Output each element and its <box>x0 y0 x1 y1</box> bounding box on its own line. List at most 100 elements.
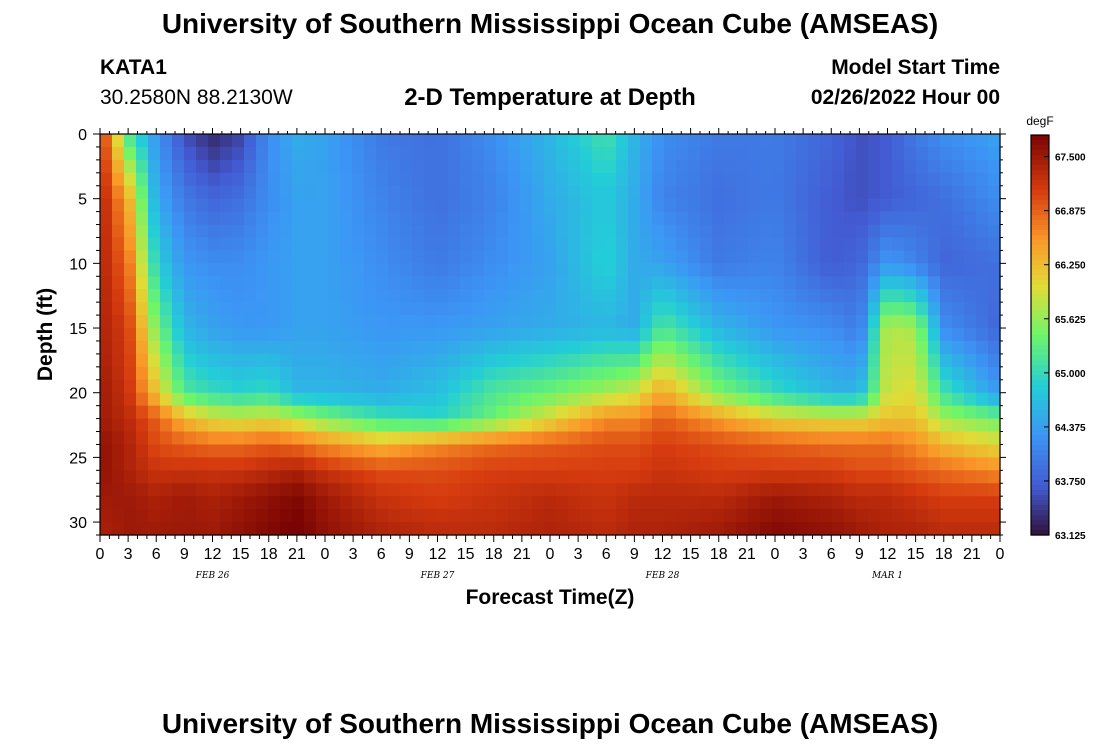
heatmap-cell <box>508 263 521 277</box>
heatmap-cell <box>388 392 401 407</box>
x-axis-title: Forecast Time(Z) <box>466 586 635 609</box>
heatmap-cell <box>172 159 185 174</box>
heatmap-cell <box>436 302 449 316</box>
heatmap-cell <box>952 159 965 174</box>
heatmap-cell <box>184 366 197 381</box>
heatmap-cell <box>256 444 269 458</box>
heatmap-cell <box>784 444 797 458</box>
heatmap-cell <box>520 276 533 290</box>
colorbar-tick-label: 63.125 <box>1055 531 1086 542</box>
heatmap-cell <box>580 496 593 510</box>
heatmap-cell <box>844 302 857 316</box>
heatmap-cell <box>616 172 629 187</box>
heatmap-cell <box>172 470 185 484</box>
heatmap-cell <box>316 159 329 174</box>
heatmap-cell <box>808 328 821 342</box>
heatmap-cell <box>484 211 497 226</box>
colorbar-segment <box>1031 480 1049 486</box>
x-tick-label: 9 <box>855 546 864 563</box>
heatmap-cell <box>532 159 545 174</box>
heatmap-cell <box>256 198 269 213</box>
heatmap-cell <box>472 185 485 200</box>
heatmap-cell <box>472 159 485 174</box>
heatmap-cell <box>376 172 389 187</box>
heatmap-cell <box>628 483 641 497</box>
heatmap-cell <box>496 289 509 303</box>
heatmap-cell <box>628 353 641 368</box>
heatmap-cell <box>100 509 113 523</box>
heatmap-cell <box>652 315 665 329</box>
heatmap-cell <box>820 379 833 394</box>
heatmap-cell <box>364 250 377 264</box>
heatmap-cell <box>832 159 845 174</box>
colorbar-segment <box>1031 165 1049 171</box>
heatmap-cell <box>340 496 353 510</box>
heatmap-cell <box>184 496 197 510</box>
heatmap-cell <box>472 366 485 381</box>
heatmap-cell <box>616 146 629 161</box>
heatmap-cell <box>376 418 389 433</box>
heatmap-cell <box>568 392 581 407</box>
heatmap-cell <box>652 444 665 458</box>
heatmap-cell <box>952 405 965 420</box>
heatmap-cell <box>844 263 857 277</box>
heatmap-cell <box>496 146 509 161</box>
heatmap-cell <box>772 315 785 329</box>
heatmap-cell <box>616 159 629 174</box>
heatmap-cell <box>772 172 785 187</box>
heatmap-cell <box>136 224 149 239</box>
heatmap-cell <box>700 250 713 264</box>
heatmap-cell <box>388 276 401 290</box>
heatmap-cell <box>292 315 305 329</box>
heatmap-cell <box>136 431 149 446</box>
heatmap-cell <box>976 522 989 536</box>
heatmap-cell <box>232 172 245 187</box>
heatmap-cell <box>508 172 521 187</box>
y-axis-title: Depth (ft) <box>34 288 57 381</box>
heatmap-cell <box>124 263 137 277</box>
heatmap-cell <box>928 392 941 407</box>
heatmap-cell <box>916 405 929 420</box>
heatmap-cell <box>904 237 917 252</box>
heatmap-cell <box>664 237 677 252</box>
heatmap-cell <box>244 159 257 174</box>
heatmap-cell <box>280 315 293 329</box>
heatmap-cell <box>904 457 917 471</box>
heatmap-cell <box>664 172 677 187</box>
heatmap-cell <box>628 379 641 394</box>
heatmap-cell <box>556 405 569 420</box>
heatmap-cell <box>712 172 725 187</box>
heatmap-cell <box>892 250 905 264</box>
heatmap-cell <box>244 263 257 277</box>
heatmap-cell <box>328 444 341 458</box>
heatmap-cell <box>640 418 653 433</box>
heatmap-cell <box>652 418 665 433</box>
heatmap-cell <box>796 185 809 200</box>
date-label: FEB 26 <box>195 571 230 581</box>
heatmap-cell <box>340 185 353 200</box>
heatmap-cell <box>532 146 545 161</box>
heatmap-cell <box>916 353 929 368</box>
heatmap-cell <box>400 379 413 394</box>
heatmap-cell <box>232 483 245 497</box>
heatmap-cell <box>592 457 605 471</box>
colorbar-segment <box>1031 415 1049 421</box>
heatmap-cell <box>796 444 809 458</box>
heatmap-cell <box>184 509 197 523</box>
heatmap-cell <box>832 353 845 368</box>
heatmap-cell <box>724 366 737 381</box>
heatmap-cell <box>628 366 641 381</box>
heatmap-cell <box>268 496 281 510</box>
heatmap-cell <box>940 328 953 342</box>
heatmap-cell <box>196 457 209 471</box>
heatmap-cell <box>760 302 773 316</box>
heatmap-cell <box>796 198 809 213</box>
heatmap-cell <box>172 172 185 187</box>
heatmap-cell <box>112 405 125 420</box>
heatmap-cell <box>448 198 461 213</box>
heatmap-cell <box>724 340 737 355</box>
heatmap-cell <box>412 328 425 342</box>
heatmap-cell <box>136 263 149 277</box>
heatmap-cell <box>316 328 329 342</box>
heatmap-cell <box>100 405 113 420</box>
